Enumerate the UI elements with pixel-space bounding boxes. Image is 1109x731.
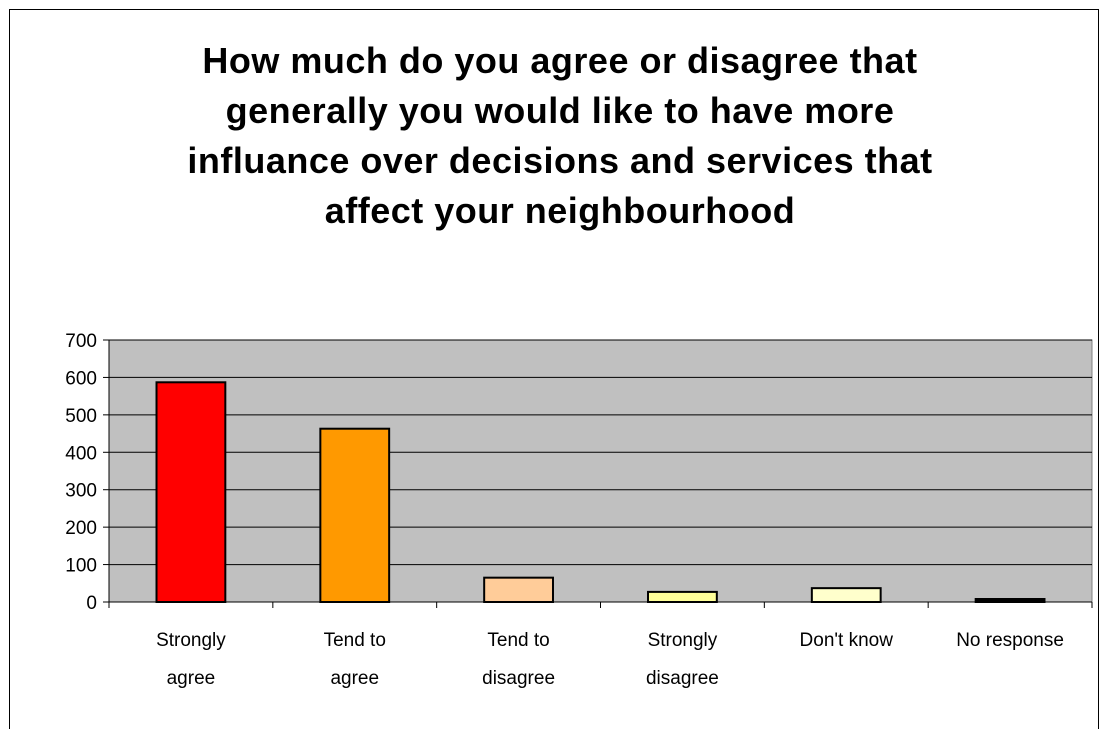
bar-4 <box>810 587 882 603</box>
y-tick-label-0: 0 <box>86 593 97 614</box>
category-label-5-0: No response <box>956 630 1064 651</box>
y-tick-label-500: 500 <box>65 406 97 427</box>
category-label-2-0: Tend to <box>487 630 549 651</box>
y-tick-label-100: 100 <box>65 556 97 577</box>
y-tick-label-700: 700 <box>65 331 97 352</box>
chart-title-line-3: influance over decisions and services th… <box>187 140 933 181</box>
category-label-3-0: Strongly <box>648 630 718 651</box>
category-label-1-1: agree <box>330 668 379 689</box>
category-label-2-1: disagree <box>482 668 555 689</box>
category-label-1-0: Tend to <box>324 630 386 651</box>
chart-title-line-1: How much do you agree or disagree that <box>202 40 918 81</box>
category-label-0-0: Strongly <box>156 630 226 651</box>
y-tick-label-300: 300 <box>65 481 97 502</box>
category-label-3-1: disagree <box>646 668 719 689</box>
bar-5 <box>974 598 1046 604</box>
y-tick-label-600: 600 <box>65 368 97 389</box>
chart-title-line-2: generally you would like to have more <box>225 90 895 131</box>
chart-title-line-4: affect your neighbourhood <box>324 190 796 231</box>
bar-2 <box>483 576 554 604</box>
bar-3 <box>647 590 718 604</box>
bar-1 <box>319 427 391 603</box>
category-label-0-1: agree <box>167 668 216 689</box>
bar-0 <box>155 381 227 603</box>
category-label-4-0: Don't know <box>800 630 894 651</box>
chart-title: How much do you agree or disagree that g… <box>60 36 1060 236</box>
plot-area <box>108 339 1093 603</box>
y-tick-label-200: 200 <box>65 518 97 539</box>
y-tick-label-400: 400 <box>65 443 97 464</box>
